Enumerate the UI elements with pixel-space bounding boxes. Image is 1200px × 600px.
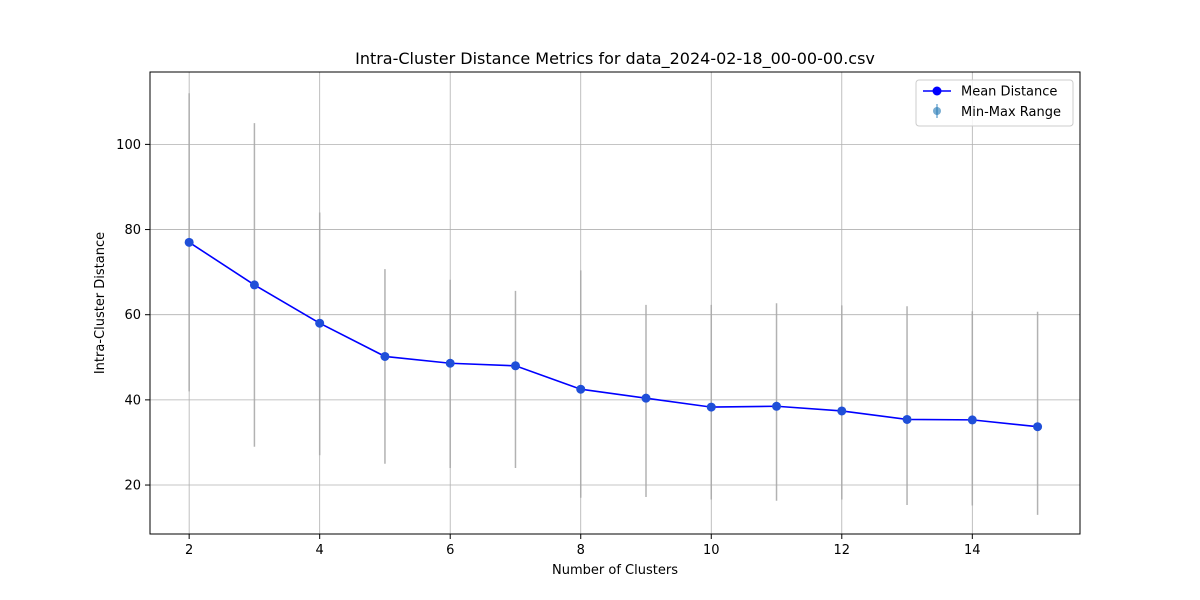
y-tick-label: 80 [124, 223, 141, 238]
y-axis-label: Intra-Cluster Distance [93, 232, 108, 374]
legend-range-marker-swatch [933, 107, 941, 115]
mean-distance-point [772, 401, 782, 411]
mean-distance-point [902, 414, 912, 424]
y-tick-label: 20 [124, 479, 141, 494]
legend-mean-marker-swatch [932, 86, 942, 96]
x-tick-label: 2 [185, 543, 193, 558]
y-tick-label: 100 [116, 138, 141, 153]
y-tick-label: 60 [124, 308, 141, 323]
mean-distance-point [576, 384, 586, 394]
mean-distance-point [1033, 422, 1043, 432]
mean-distance-point [315, 318, 325, 328]
x-tick-label: 14 [964, 543, 981, 558]
mean-distance-point [967, 415, 977, 425]
mean-distance-series [184, 237, 1043, 432]
min-max-range-bars [188, 93, 1039, 515]
x-tick-label: 6 [446, 543, 454, 558]
mean-distance-line [188, 241, 1038, 428]
mean-distance-point [249, 280, 259, 290]
legend-range-label: Min-Max Range [961, 105, 1061, 120]
mean-distance-point [380, 351, 390, 361]
mean-distance-point [510, 361, 520, 371]
axis-ticks: 2 4 6 8 10 12 14 20 40 60 80 100 [116, 138, 980, 558]
legend: Mean Distance Min-Max Range [915, 79, 1074, 127]
mean-distance-point [445, 358, 455, 368]
mean-distance-point [184, 237, 194, 247]
mean-distance-point [837, 406, 847, 416]
mean-distance-point [641, 393, 651, 403]
x-tick-label: 4 [316, 543, 324, 558]
y-tick-label: 40 [124, 393, 141, 408]
legend-mean-label: Mean Distance [961, 85, 1057, 100]
grid-lines [150, 72, 1080, 534]
chart-title: Intra-Cluster Distance Metrics for data_… [355, 49, 875, 69]
plot-frame [149, 71, 1081, 535]
legend-box [915, 79, 1074, 127]
x-tick-label: 8 [577, 543, 585, 558]
x-tick-label: 12 [834, 543, 851, 558]
x-tick-label: 10 [703, 543, 720, 558]
mean-distance-point [706, 402, 716, 412]
x-axis-label: Number of Clusters [552, 563, 678, 578]
